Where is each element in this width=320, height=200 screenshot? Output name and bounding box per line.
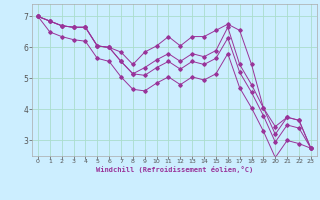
X-axis label: Windchill (Refroidissement éolien,°C): Windchill (Refroidissement éolien,°C) [96,166,253,173]
